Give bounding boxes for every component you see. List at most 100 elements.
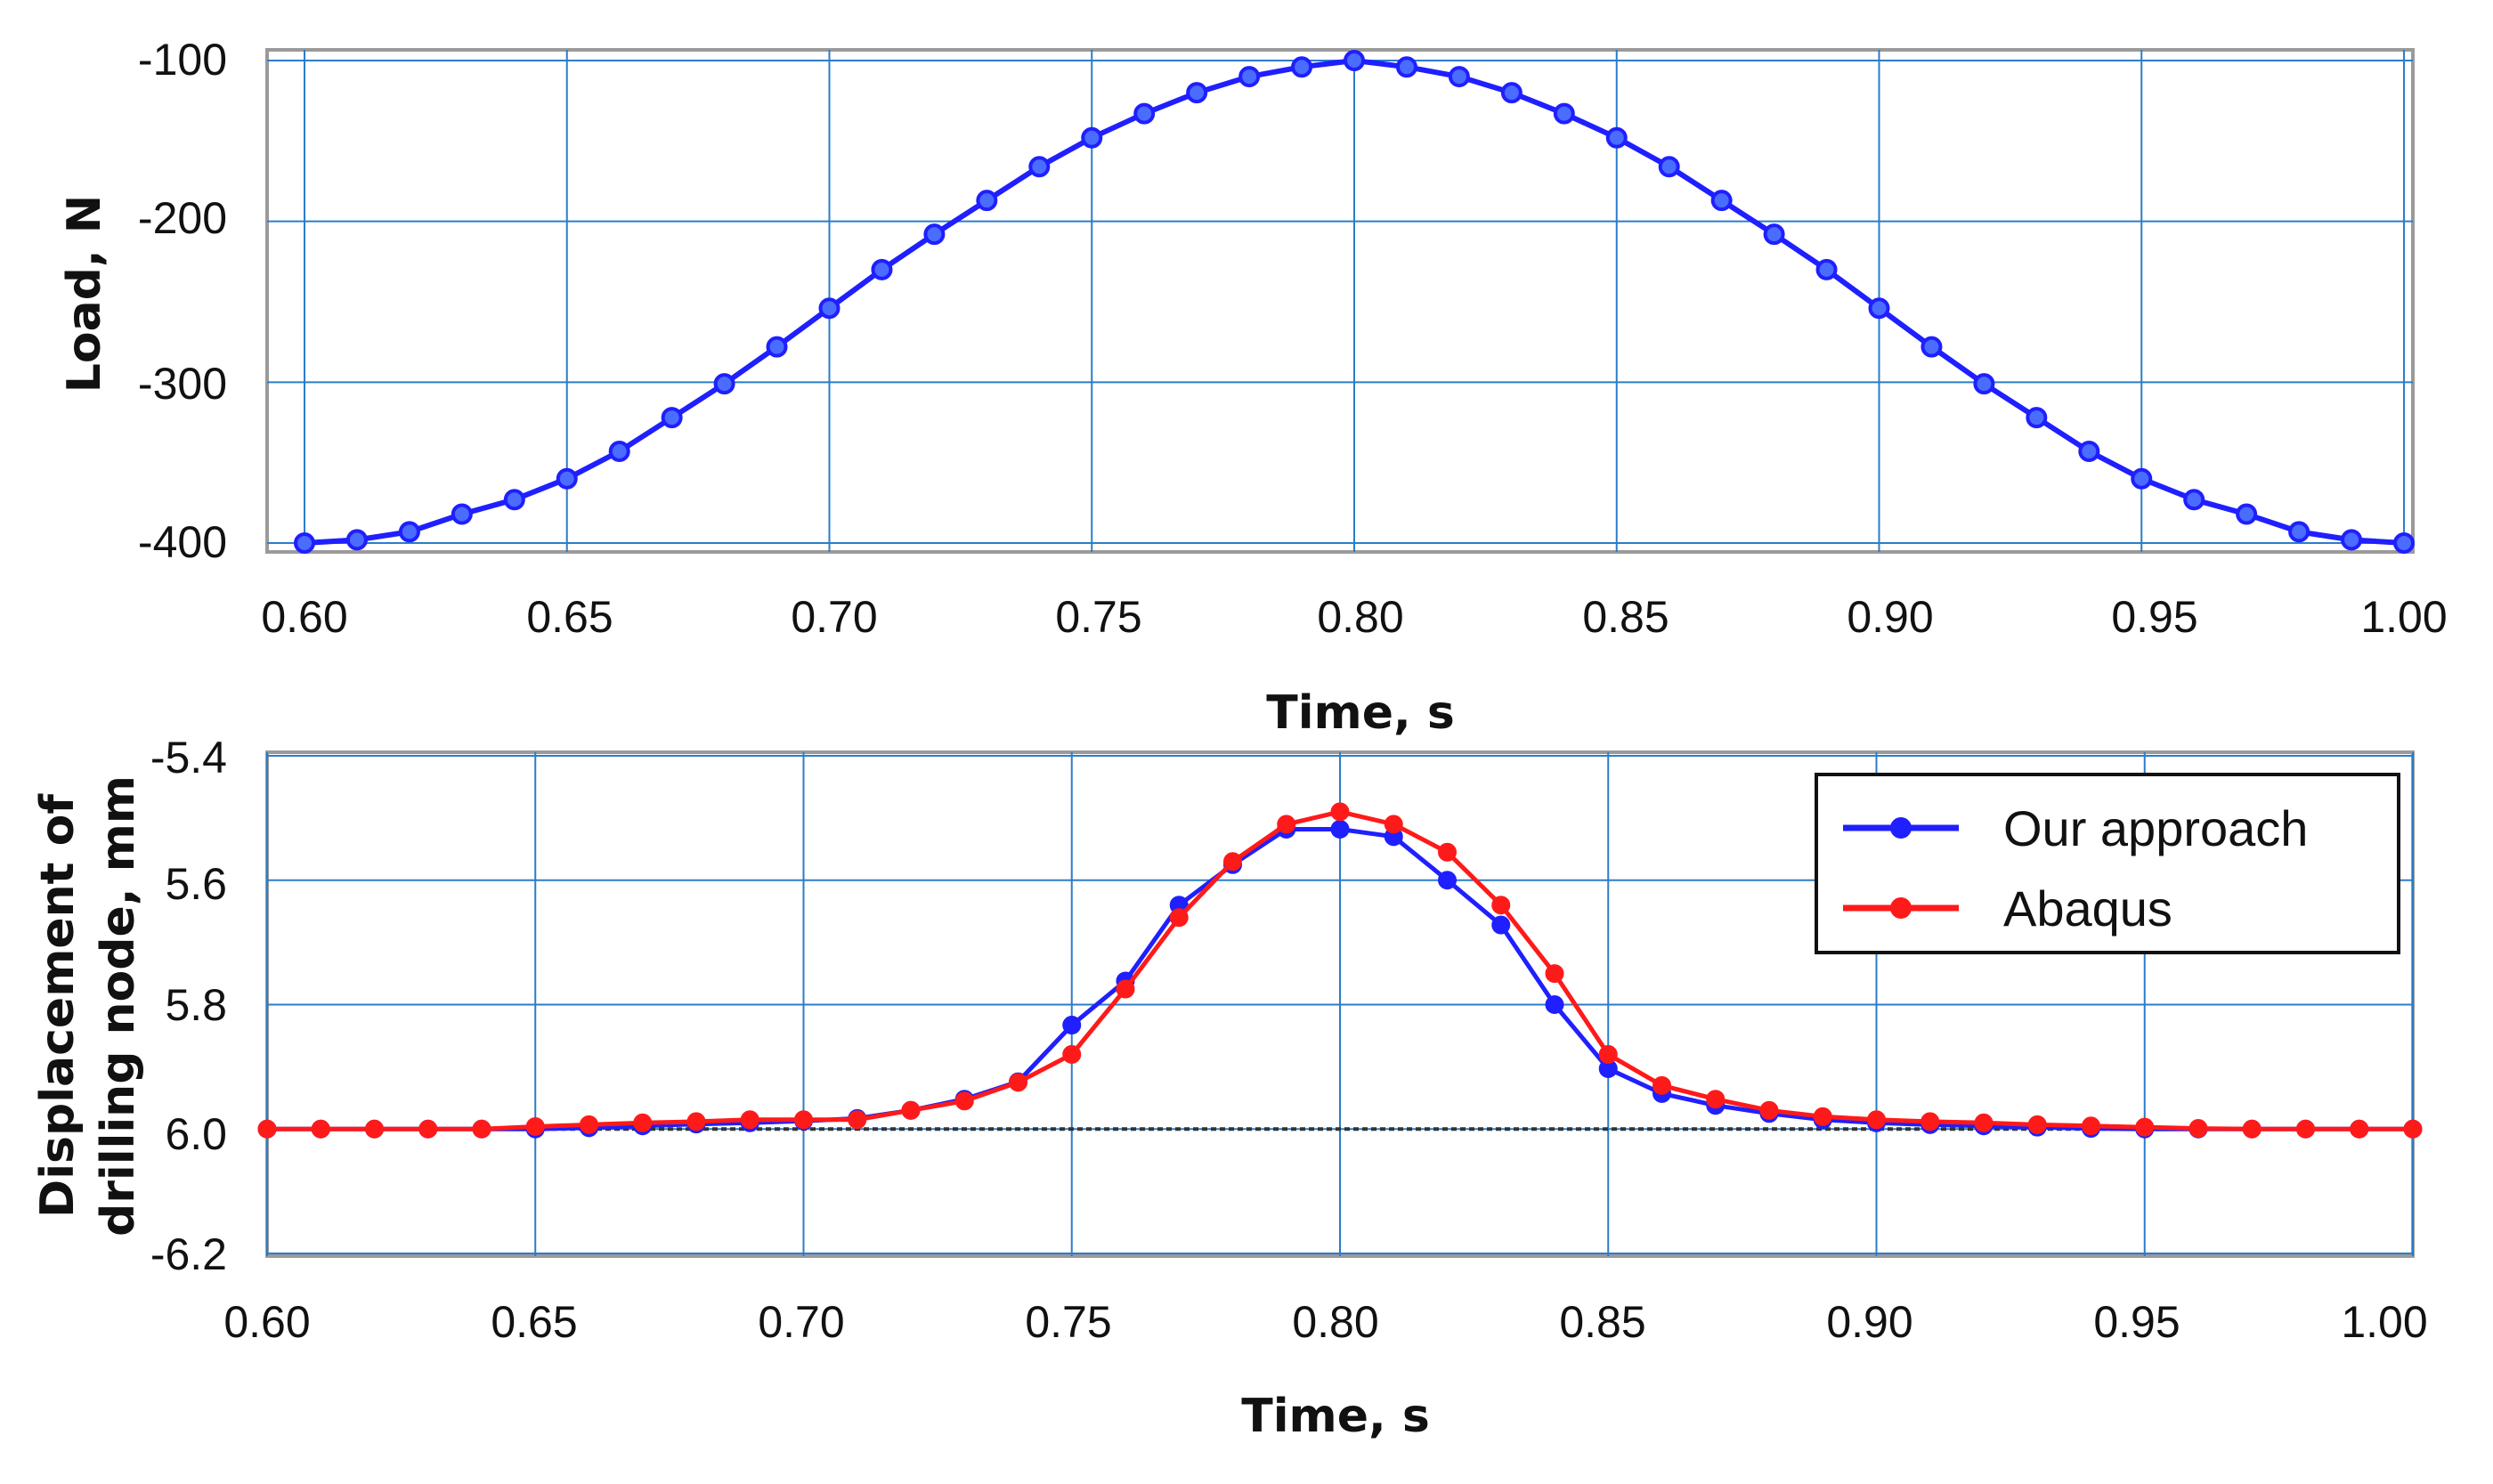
load-x-tick-label: 0.95 (2111, 592, 2197, 642)
load-point (2341, 529, 2363, 551)
load-point (2236, 503, 2258, 525)
legend-label-abaqus: Abaqus (2003, 880, 2172, 937)
load-point (2288, 521, 2310, 543)
legend-box (1815, 773, 2400, 954)
legend-label-our-approach: Our approach (2003, 800, 2308, 856)
load-point (1921, 336, 1943, 358)
point-abaqus (1009, 1073, 1027, 1092)
load-point (345, 529, 368, 551)
load-plot-area (265, 48, 2415, 554)
displacement-chart: -5.4 5.6 5.8 6.0 -6.2 0.60 0.65 0.70 0.7… (31, 733, 2428, 1443)
load-point (766, 336, 788, 358)
load-point (398, 521, 420, 543)
point-abaqus (1223, 852, 1242, 872)
point-abaqus (1545, 964, 1564, 984)
load-x-tick-label: 0.85 (1582, 592, 1669, 642)
load-y-tick-label: -300 (138, 359, 227, 409)
load-point (451, 503, 473, 525)
load-point (556, 467, 578, 490)
load-point (871, 258, 893, 280)
point-abaqus (633, 1113, 653, 1132)
displacement-y-axis-title: Displacement of drilling node, mm (31, 775, 145, 1237)
point-abaqus (794, 1110, 813, 1130)
displacement-x-axis-title: Time, s (1241, 1390, 1430, 1443)
load-x-axis-title: Time, s (1266, 686, 1455, 740)
point-abaqus (2135, 1117, 2155, 1137)
displacement-x-tick-label: 0.85 (1559, 1297, 1645, 1347)
displacement-y-axis-title-line1: Displacement of (31, 793, 85, 1218)
point-abaqus (472, 1119, 491, 1139)
load-point (1605, 126, 1628, 149)
displacement-y-ticks: -5.4 5.6 5.8 6.0 -6.2 (150, 733, 227, 1279)
point-abaqus (2027, 1115, 2047, 1134)
point-our-approach (1491, 915, 1511, 935)
load-y-tick-label: -100 (138, 35, 227, 85)
load-point (1291, 56, 1313, 78)
load-x-tick-label: 0.65 (526, 592, 613, 642)
load-point (1868, 297, 1890, 320)
point-abaqus (2296, 1119, 2315, 1139)
load-point (503, 489, 525, 511)
displacement-x-tick-label: 0.80 (1292, 1297, 1378, 1347)
load-point (1133, 102, 1156, 125)
point-our-approach (1438, 871, 1457, 890)
load-x-tick-label: 0.75 (1055, 592, 1141, 642)
load-point (2393, 532, 2415, 554)
load-y-axis-title: Load, N (58, 195, 111, 393)
load-point (1186, 82, 1208, 104)
point-abaqus (1330, 802, 1350, 822)
point-abaqus (2350, 1119, 2369, 1139)
displacement-x-tick-label: 1.00 (2341, 1297, 2427, 1347)
load-x-tick-label: 1.00 (2360, 592, 2447, 642)
displacement-y-tick-label: -6.2 (150, 1229, 227, 1279)
point-abaqus (1974, 1113, 1994, 1132)
point-our-approach (1330, 819, 1350, 839)
load-point (2078, 441, 2100, 463)
displacement-y-tick-label: 5.6 (165, 859, 227, 909)
load-point (1081, 126, 1103, 149)
load-point (713, 373, 735, 395)
load-x-tick-label: 0.80 (1317, 592, 1403, 642)
point-abaqus (1921, 1112, 1940, 1131)
point-abaqus (1277, 815, 1296, 834)
legend: Our approach Abaqus (1815, 773, 2400, 954)
load-point (1763, 223, 1785, 246)
load-point (1553, 102, 1575, 125)
point-our-approach (1062, 1016, 1082, 1035)
load-grid (267, 50, 2413, 552)
displacement-x-tick-label: 0.90 (1826, 1297, 1912, 1347)
displacement-x-tick-label: 0.65 (491, 1297, 577, 1347)
point-abaqus (740, 1110, 759, 1130)
point-abaqus (2188, 1119, 2208, 1139)
load-point (1448, 66, 1470, 88)
displacement-x-tick-label: 0.75 (1025, 1297, 1111, 1347)
load-point (1500, 82, 1523, 104)
load-point (1710, 190, 1733, 212)
load-point (2131, 467, 2153, 490)
point-abaqus (848, 1110, 867, 1130)
load-point (608, 441, 630, 463)
point-abaqus (311, 1119, 330, 1139)
point-abaqus (1491, 896, 1511, 915)
point-abaqus (1653, 1075, 1671, 1095)
point-our-approach (1545, 995, 1564, 1014)
point-abaqus (580, 1115, 598, 1134)
load-point (2026, 407, 2048, 429)
point-abaqus (1759, 1100, 1779, 1120)
load-y-ticks: -100 -200 -300 -400 (138, 35, 227, 567)
load-point (1344, 50, 1365, 71)
load-y-tick-label: -400 (138, 517, 227, 567)
point-abaqus (954, 1091, 974, 1111)
displacement-x-ticks: 0.60 0.65 0.70 0.75 0.80 0.85 0.90 0.95 … (223, 1297, 2427, 1347)
load-point (661, 407, 683, 429)
point-abaqus (257, 1119, 277, 1139)
load-point (1238, 66, 1261, 88)
point-abaqus (1384, 815, 1403, 834)
load-point (1395, 56, 1417, 78)
point-abaqus (2082, 1116, 2100, 1136)
legend-marker-our-approach (1890, 817, 1912, 839)
point-abaqus (525, 1116, 545, 1136)
load-point (1028, 156, 1051, 178)
load-y-tick-label: -200 (138, 193, 227, 243)
